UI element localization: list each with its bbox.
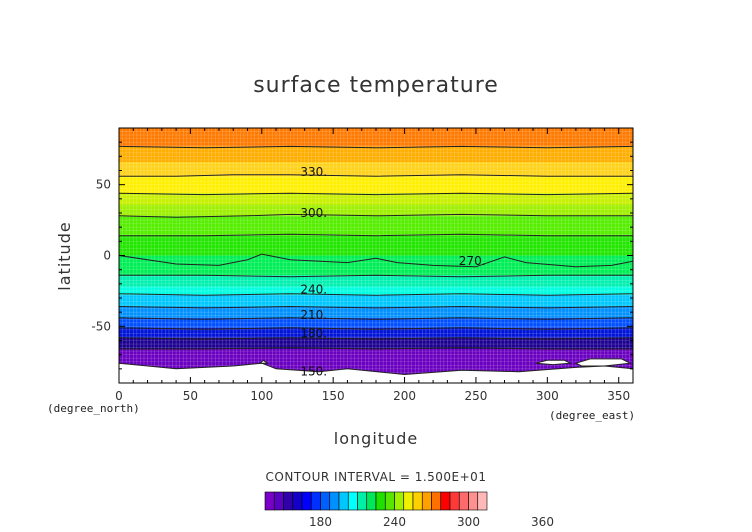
contour-label: 180. [300,326,327,340]
colorbar-swatch [384,491,395,511]
missing-region-3 [259,359,270,364]
x-tick-labels: 0 50 100 150 200 250 300 350 [115,389,630,403]
colorbar-swatch [292,491,303,511]
y-tick-label: 50 [96,178,111,192]
contour-240 [119,293,633,296]
colorbar-swatch [357,491,368,511]
contour-315 [119,192,633,196]
band-13 [119,317,633,328]
colorbar-swatch [375,491,386,511]
contour-195 [119,327,633,330]
colorbar-swatch [301,491,312,511]
colorbar-swatch [403,491,414,511]
colorbar-tick-label: 360 [531,515,554,529]
colorbar-swatch [264,491,275,511]
colorbar-swatch [458,491,469,511]
y-unit-label: (degree_north) [47,402,140,415]
colorbar-swatch [310,491,321,511]
contour-255 [119,274,633,278]
contour-330 [119,174,633,177]
colorbar-swatch [329,491,340,511]
contour-interval-text: CONTOUR INTERVAL = 1.500E+01 [266,470,487,484]
colorbar-swatch [338,491,349,511]
contour-180 [119,337,633,340]
x-tick-label: 300 [536,389,559,403]
x-tick-label: 150 [322,389,345,403]
contour-label: 240. [300,282,327,296]
band-10 [119,286,633,296]
axis-ticks [118,127,634,384]
x-tick-label: 200 [393,389,416,403]
contour-270 [119,253,633,268]
colorbar-tick-label: 300 [457,515,480,529]
band-6 [119,215,633,236]
contour-label: 300. [300,206,327,220]
contour-285 [119,233,633,237]
y-tick-label: -50 [91,319,111,333]
x-tick-label: 350 [607,389,630,403]
contour-210 [119,317,633,320]
colorbar-swatch [366,491,377,511]
colorbar-swatch [412,491,423,511]
chart-title: surface temperature [253,73,499,98]
band-0 [119,128,633,147]
colorbar-swatch [320,491,331,511]
y-axis-label: latitude [55,221,74,290]
colorbar-tick-label: 180 [309,515,332,529]
band-12 [119,306,633,318]
plot-area [119,128,633,383]
band-2 [119,162,633,177]
band-11 [119,295,633,307]
missing-region-0 [119,362,633,383]
colorbar-swatch [440,491,451,511]
band-3 [119,176,633,194]
colorbar [264,491,488,511]
contour-300 [119,213,633,218]
contour-225 [119,305,633,309]
colorbar-tick-labels: 180 240 300 360 [309,515,554,529]
band-8 [119,255,633,276]
band-9 [119,275,633,287]
colorbar-swatch [394,491,405,511]
contour-165 [119,347,633,350]
band-5 [119,204,633,216]
colorbar-swatch [477,491,488,511]
x-axis-label: longitude [334,429,418,448]
colorbar-swatch [347,491,358,511]
colorbar-swatch [431,491,442,511]
band-15 [119,337,633,349]
band-1 [119,146,633,162]
colorbar-tick-label: 240 [383,515,406,529]
colorbar-swatch [449,491,460,511]
band-7 [119,235,633,256]
contour-label: 210. [300,308,327,322]
x-tick-label: 50 [183,389,198,403]
colorbar-swatch [273,491,284,511]
x-tick-label: 250 [464,389,487,403]
x-tick-label: 100 [250,389,273,403]
missing-data-regions [119,358,633,383]
band-4 [119,193,633,205]
missing-region-2 [574,358,632,367]
band-14 [119,327,633,338]
contour-label: 150. [300,365,327,379]
y-tick-labels: -50 0 50 [91,178,111,334]
colorbar-swatch [283,491,294,511]
x-unit-label: (degree_east) [549,409,635,422]
colorbar-swatch [468,491,479,511]
contour-345 [119,145,633,149]
contour-label: 270. [459,254,486,268]
colorbar-swatch [421,491,432,511]
y-tick-label: 0 [103,249,111,263]
contour-labels: 330. 300. 270. 240. 210. 180. 150. [300,165,486,379]
x-tick-label: 0 [115,389,123,403]
missing-region-1 [535,359,573,366]
contour-lines [119,145,633,350]
contour-label: 330. [300,165,327,179]
